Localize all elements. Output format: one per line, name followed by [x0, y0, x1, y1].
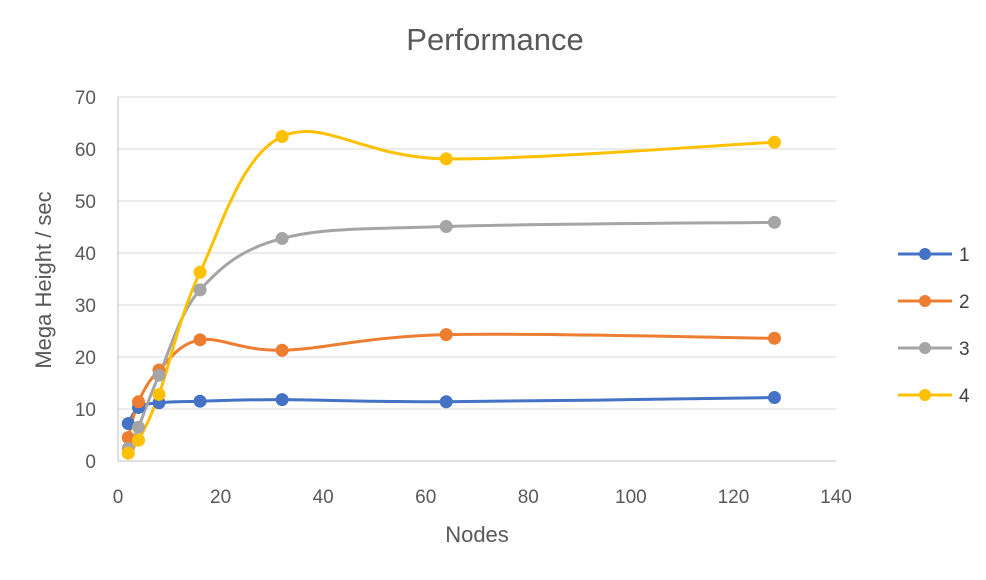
data-point-series-4 — [767, 135, 781, 149]
legend: 1 2 3 4 — [898, 245, 970, 407]
y-tick-label: 0 — [85, 452, 96, 473]
x-axis-label: Nodes — [445, 522, 509, 547]
chart-title: Performance — [406, 22, 583, 57]
y-tick-label: 40 — [75, 244, 96, 265]
gridlines — [117, 96, 836, 462]
data-point-series-3 — [275, 231, 289, 245]
legend-label-1: 1 — [959, 245, 970, 266]
data-point-series-3 — [132, 420, 146, 434]
data-point-series-4 — [121, 446, 135, 460]
legend-label-2: 2 — [959, 292, 970, 313]
data-point-series-4 — [132, 433, 146, 447]
data-point-series-2 — [275, 343, 289, 357]
x-tick-label: 100 — [615, 487, 647, 508]
legend-marker-4 — [919, 389, 931, 401]
x-tick-label: 120 — [718, 487, 750, 508]
x-tick-label: 0 — [113, 487, 124, 508]
data-point-series-1 — [767, 391, 781, 405]
y-tick-label: 30 — [75, 296, 96, 317]
series-line-3 — [126, 220, 776, 451]
legend-label-4: 4 — [959, 386, 970, 407]
y-tick-label: 60 — [75, 140, 96, 161]
x-tick-label: 80 — [518, 487, 539, 508]
data-point-series-2 — [193, 333, 207, 347]
legend-marker-2 — [919, 295, 931, 307]
series-line-2 — [126, 332, 776, 440]
data-point-series-2 — [439, 328, 453, 342]
data-point-series-2 — [767, 331, 781, 345]
y-axis-ticks: 0 10 20 30 40 50 60 70 — [75, 88, 96, 473]
data-point-series-3 — [152, 368, 166, 382]
y-axis-label: Mega Height / sec — [31, 191, 56, 368]
x-tick-label: 40 — [313, 487, 334, 508]
series-line-4 — [126, 130, 776, 455]
legend-marker-1 — [919, 248, 931, 260]
y-tick-label: 20 — [75, 348, 96, 369]
x-tick-label: 20 — [210, 487, 231, 508]
legend-label-3: 3 — [959, 339, 970, 360]
data-point-series-4 — [439, 152, 453, 166]
data-point-series-3 — [439, 219, 453, 233]
data-point-series-4 — [193, 265, 207, 279]
data-point-series-1 — [275, 393, 289, 407]
x-axis-ticks: 0 20 40 60 80 100 120 140 — [113, 487, 852, 508]
data-point-series-1 — [193, 394, 207, 408]
series-points — [121, 130, 781, 460]
data-point-series-3 — [193, 283, 207, 297]
data-point-series-1 — [439, 395, 453, 409]
data-point-series-3 — [767, 215, 781, 229]
data-point-series-4 — [275, 130, 289, 144]
y-tick-label: 10 — [75, 400, 96, 421]
x-tick-label: 140 — [820, 487, 852, 508]
data-point-series-2 — [132, 395, 146, 409]
legend-marker-3 — [919, 342, 931, 354]
data-point-series-4 — [152, 387, 166, 401]
x-tick-label: 60 — [415, 487, 436, 508]
y-tick-label: 70 — [75, 88, 96, 109]
y-tick-label: 50 — [75, 192, 96, 213]
